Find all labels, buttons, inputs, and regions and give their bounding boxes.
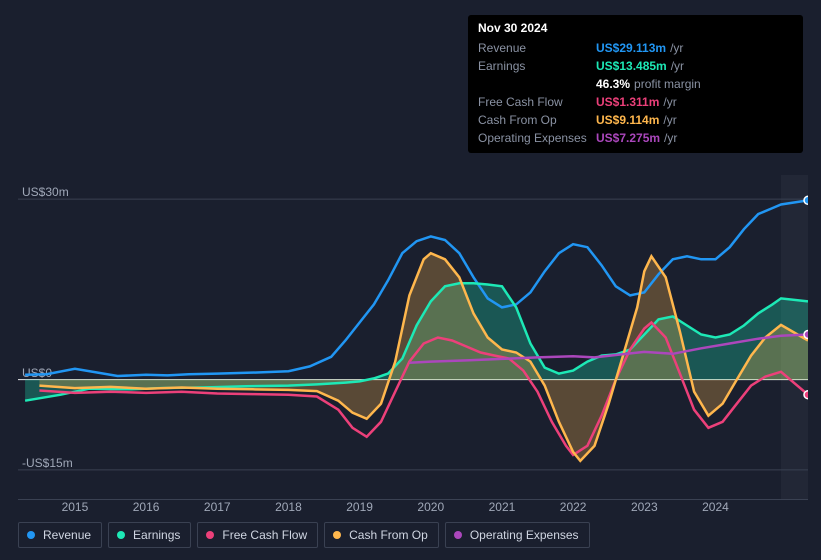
x-axis-label: 2020: [417, 500, 444, 514]
tooltip-value: 46.3%: [596, 77, 630, 91]
tooltip-label: Earnings: [478, 59, 596, 73]
tooltip-suffix: /yr: [664, 131, 677, 145]
chart-plot[interactable]: [18, 175, 808, 500]
tooltip-row: 46.3% profit margin: [478, 75, 793, 93]
legend-label: Operating Expenses: [470, 528, 579, 542]
tooltip-value: US$7.275m: [596, 131, 660, 145]
legend-dot-icon: [27, 531, 35, 539]
tooltip-suffix: profit margin: [634, 77, 701, 91]
series-end-dot-fcf: [804, 391, 808, 399]
legend-dot-icon: [117, 531, 125, 539]
legend-item-opex[interactable]: Operating Expenses: [445, 522, 590, 548]
series-end-dot-revenue: [804, 196, 808, 204]
legend-item-earnings[interactable]: Earnings: [108, 522, 191, 548]
x-axis-label: 2024: [702, 500, 729, 514]
tooltip-label: Operating Expenses: [478, 131, 596, 145]
tooltip-suffix: /yr: [663, 95, 676, 109]
x-axis-label: 2018: [275, 500, 302, 514]
legend-dot-icon: [206, 531, 214, 539]
x-axis-label: 2021: [489, 500, 516, 514]
chart-tooltip: Nov 30 2024 RevenueUS$29.113m/yrEarnings…: [468, 15, 803, 153]
legend-item-cfo[interactable]: Cash From Op: [324, 522, 439, 548]
x-axis-label: 2015: [62, 500, 89, 514]
tooltip-row: Cash From OpUS$9.114m/yr: [478, 111, 793, 129]
legend-dot-icon: [454, 531, 462, 539]
tooltip-row: RevenueUS$29.113m/yr: [478, 39, 793, 57]
legend-item-fcf[interactable]: Free Cash Flow: [197, 522, 318, 548]
legend-item-revenue[interactable]: Revenue: [18, 522, 102, 548]
x-axis-label: 2016: [133, 500, 160, 514]
legend-dot-icon: [333, 531, 341, 539]
legend-label: Revenue: [43, 528, 91, 542]
chart-legend: Revenue Earnings Free Cash Flow Cash From O…: [18, 522, 590, 548]
tooltip-value: US$9.114m: [596, 113, 659, 127]
legend-label: Earnings: [133, 528, 180, 542]
tooltip-suffix: /yr: [670, 41, 683, 55]
tooltip-label: Free Cash Flow: [478, 95, 596, 109]
tooltip-value: US$29.113m: [596, 41, 666, 55]
tooltip-value: US$1.311m: [596, 95, 659, 109]
x-axis-label: 2023: [631, 500, 658, 514]
tooltip-row: Free Cash FlowUS$1.311m/yr: [478, 93, 793, 111]
tooltip-suffix: /yr: [671, 59, 684, 73]
tooltip-row: EarningsUS$13.485m/yr: [478, 57, 793, 75]
x-axis-label: 2022: [560, 500, 587, 514]
tooltip-row: Operating ExpensesUS$7.275m/yr: [478, 129, 793, 147]
tooltip-value: US$13.485m: [596, 59, 667, 73]
tooltip-date: Nov 30 2024: [478, 21, 793, 39]
x-axis-label: 2017: [204, 500, 231, 514]
tooltip-label: Cash From Op: [478, 113, 596, 127]
legend-label: Free Cash Flow: [222, 528, 307, 542]
tooltip-suffix: /yr: [663, 113, 676, 127]
x-axis-label: 2019: [346, 500, 373, 514]
legend-label: Cash From Op: [349, 528, 428, 542]
series-end-dot-opex: [804, 331, 808, 339]
x-axis: 2015 2016 2017 2018 2019 2020 2021 2022 2023 2024: [18, 500, 808, 520]
tooltip-label: Revenue: [478, 41, 596, 55]
